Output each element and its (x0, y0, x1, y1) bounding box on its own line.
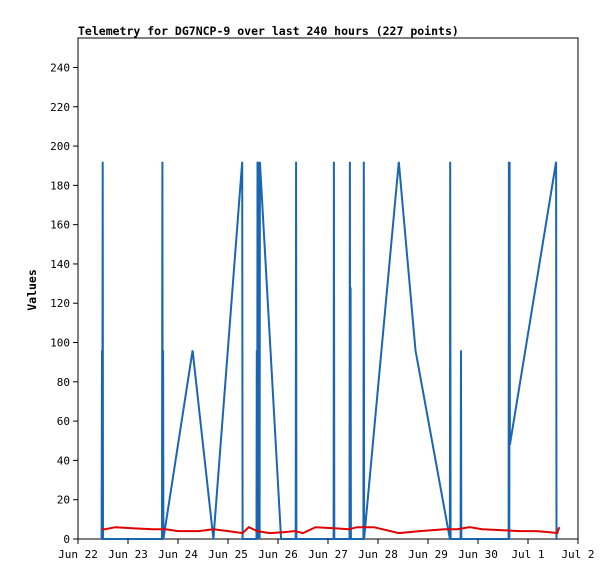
x-tick-label: Jun 24 (158, 548, 198, 561)
y-tick-label: 20 (57, 494, 70, 507)
x-tick-label: Jun 25 (208, 548, 248, 561)
y-tick-label: 140 (50, 258, 70, 271)
y-tick-label: 160 (50, 219, 70, 232)
series-line-1 (100, 161, 558, 540)
y-tick-label: 200 (50, 140, 70, 153)
x-tick-label: Jul 1 (511, 548, 544, 561)
y-tick-label: 220 (50, 101, 70, 114)
x-axis: Jun 22 Jun 23 Jun 24 Jun 25 Jun 26 Jun 27 Jun … (58, 539, 595, 561)
y-tick-label: 100 (50, 337, 70, 350)
x-tick-label: Jun 30 (458, 548, 498, 561)
x-tick-label: Jun 26 (258, 548, 298, 561)
y-tick-label: 240 (50, 61, 70, 74)
x-tick-label: Jun 29 (408, 548, 448, 561)
plot-series (100, 161, 561, 540)
x-tick-label: Jun 22 (58, 548, 98, 561)
x-tick-label: Jun 27 (308, 548, 348, 561)
x-tick-label: Jun 23 (108, 548, 148, 561)
x-tick-label: Jul 2 (561, 548, 594, 561)
y-tick-label: 0 (63, 533, 70, 546)
y-tick-label: 120 (50, 297, 70, 310)
y-tick-label: 180 (50, 179, 70, 192)
y-axis: 0 20 40 60 80 100 120 140 160 180 200 220 240 (50, 61, 78, 546)
y-tick-label: 60 (57, 415, 70, 428)
chart-title: Telemetry for DG7NCP-9 over last 240 hou… (78, 24, 459, 38)
plot-frame (77, 37, 579, 540)
series-line-2 (102, 526, 561, 535)
x-tick-label: Jun 28 (358, 548, 398, 561)
y-tick-label: 40 (57, 454, 70, 467)
y-axis-label: Values (25, 269, 39, 311)
y-tick-label: 80 (57, 376, 70, 389)
